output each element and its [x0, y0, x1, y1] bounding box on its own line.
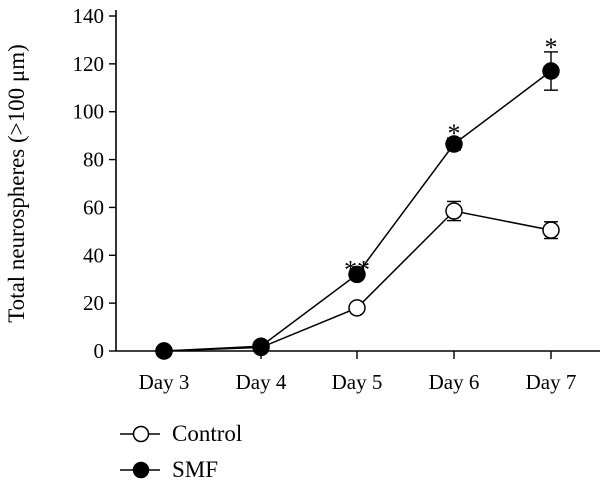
x-tick-label: Day 3 — [139, 370, 190, 394]
series-layer — [155, 51, 560, 360]
y-tick-label: 0 — [94, 339, 105, 363]
y-tick-label: 40 — [83, 243, 104, 267]
legend-label-smf: SMF — [172, 457, 218, 482]
significance-marker: * — [545, 33, 558, 62]
data-point-smf — [348, 265, 366, 284]
legend-marker-filled-circle — [132, 461, 150, 479]
y-tick-label: 100 — [73, 100, 105, 124]
series-smf — [155, 51, 560, 360]
data-point-smf — [155, 342, 173, 360]
y-tick-label: 80 — [83, 148, 104, 172]
y-tick-label: 140 — [73, 4, 105, 28]
x-tick-label: Day 7 — [526, 370, 577, 394]
significance-marker: ** — [344, 255, 370, 284]
legend-marker-open-circle — [132, 425, 150, 443]
significance-marker: * — [448, 119, 461, 148]
y-tick-label: 120 — [73, 52, 105, 76]
y-axis-title: Total neurospheres (>100 μm) — [4, 44, 29, 323]
y-ticks: 0 20 40 60 80 100 120 140 — [73, 4, 116, 363]
data-point-smf — [252, 337, 270, 355]
x-tick-label: Day 4 — [236, 370, 287, 394]
x-tick-label: Day 6 — [429, 370, 480, 394]
data-point-control — [542, 221, 560, 239]
data-point-smf — [445, 135, 463, 153]
data-point-control — [348, 299, 366, 317]
annotations: **** — [344, 33, 558, 285]
x-ticks: Day 3 Day 4 Day 5 Day 6 Day 7 — [139, 351, 577, 394]
data-point-smf — [542, 62, 560, 80]
y-tick-label: 20 — [83, 291, 104, 315]
y-tick-label: 60 — [83, 195, 104, 219]
x-tick-label: Day 5 — [332, 370, 383, 394]
data-point-control — [445, 202, 463, 220]
legend-item-control: Control — [120, 421, 242, 446]
legend-item-smf: SMF — [120, 457, 218, 482]
legend-label-control: Control — [172, 421, 242, 446]
legend: Control SMF — [120, 421, 242, 482]
